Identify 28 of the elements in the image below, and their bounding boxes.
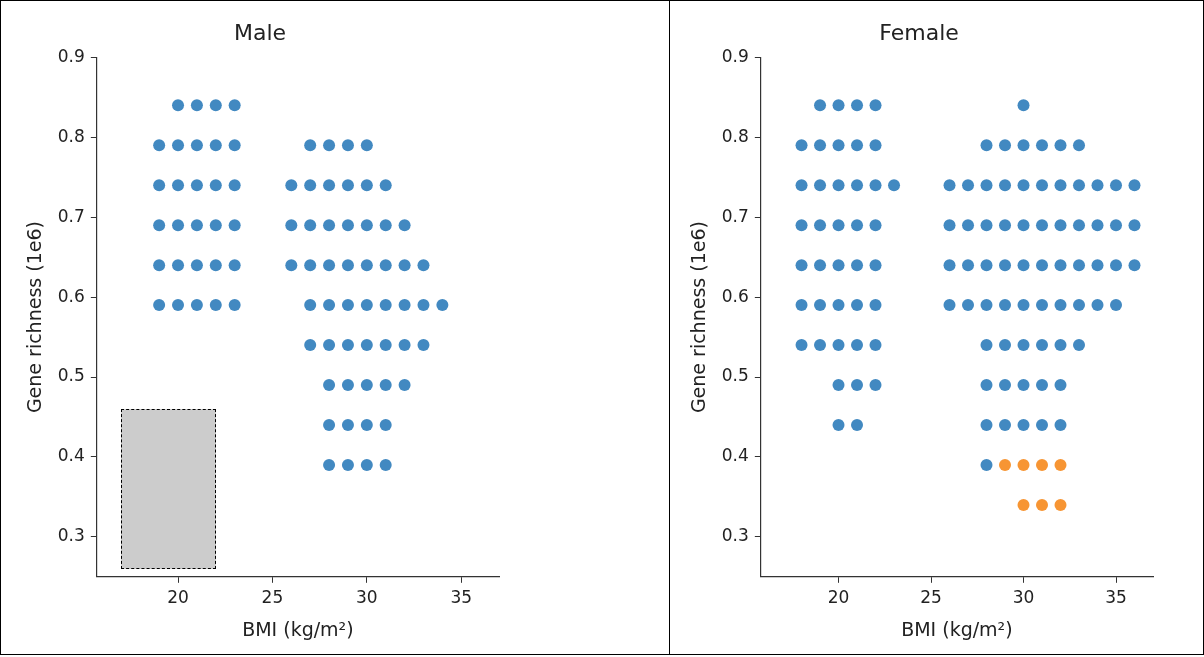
x-tick-label: 35 [450,587,473,608]
x-tick-label: 20 [827,587,850,608]
y-tick-label: 0.3 [721,525,749,546]
x-tick-label: 30 [1012,587,1035,608]
y-tick-label: 0.3 [57,525,85,546]
x-tick-label: 20 [167,587,189,608]
x-tick-label: 25 [920,587,942,608]
y-axis-title: Gene richness (1e6) [23,221,46,414]
y-tick-label: 0.9 [57,45,85,66]
y-axis-title: Gene richness (1e6) [687,221,710,414]
x-tick-label: 25 [261,587,284,608]
y-tick-label: 0.4 [721,445,749,466]
y-tick-label: 0.4 [57,445,85,466]
y-tick-label: 0.5 [57,365,85,386]
y-tick-label: 0.8 [721,125,749,146]
y-tick-label: 0.6 [57,285,85,306]
y-tick-label: 0.5 [721,365,749,386]
x-tick-label: 30 [356,587,378,608]
x-axis-title: BMI (kg/m²) [242,617,354,640]
y-tick-label: 0.7 [721,205,749,226]
chart-title: Male [233,19,287,45]
y-tick-label: 0.9 [721,45,749,66]
y-tick-label: 0.7 [57,205,85,226]
x-tick-label: 35 [1105,587,1127,608]
chart-title: Female [879,19,959,45]
y-tick-label: 0.6 [721,285,749,306]
x-axis-title: BMI (kg/m²) [901,617,1013,640]
y-tick-label: 0.8 [57,125,85,146]
